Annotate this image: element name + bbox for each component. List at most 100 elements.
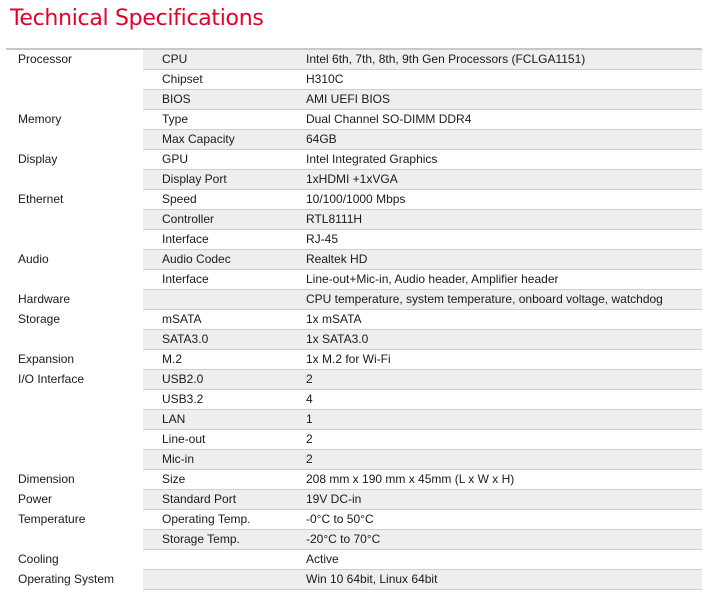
row-band [143, 510, 702, 530]
row-band [143, 70, 702, 90]
spec-value: RTL8111H [306, 212, 363, 226]
spec-item: USB3.2 [162, 392, 204, 406]
spec-value: Active [306, 552, 339, 566]
row-band [143, 430, 702, 450]
table-row: Chipset H310C [6, 70, 702, 90]
spec-item: SATA3.0 [162, 332, 209, 346]
spec-category: Temperature [18, 512, 86, 526]
spec-category: Memory [18, 112, 62, 126]
spec-category: Processor [18, 52, 73, 66]
spec-item: Line-out [162, 432, 206, 446]
spec-value: Line-out+Mic-in, Audio header, Amplifier… [306, 272, 559, 286]
spec-item: Audio Codec [162, 252, 231, 266]
spec-category: Operating System [18, 572, 115, 586]
spec-category: Power [18, 492, 53, 506]
spec-item: CPU [162, 52, 188, 66]
table-row: Max Capacity 64GB [6, 130, 702, 150]
spec-category: Ethernet [18, 192, 64, 206]
row-band [143, 410, 702, 430]
table-row: Ethernet Speed 10/100/1000 Mbps [6, 190, 702, 210]
table-row: I/O Interface USB2.0 2 [6, 370, 702, 390]
row-band [143, 110, 702, 130]
header-divider [6, 48, 702, 50]
spec-value: Win 10 64bit, Linux 64bit [306, 572, 438, 586]
row-band [143, 290, 702, 310]
spec-value: Intel 6th, 7th, 8th, 9th Gen Processors … [306, 52, 586, 66]
table-row: USB3.2 4 [6, 390, 702, 410]
table-row: BIOS AMI UEFI BIOS [6, 90, 702, 110]
row-band [143, 550, 702, 570]
table-row: Display GPU Intel Integrated Graphics [6, 150, 702, 170]
table-row: Cooling Active [6, 550, 702, 570]
spec-item: Display Port [162, 172, 227, 186]
table-row: SATA3.0 1x SATA3.0 [6, 330, 702, 350]
row-band [143, 150, 702, 170]
spec-item: Mic-in [162, 452, 194, 466]
table-row: Memory Type Dual Channel SO-DIMM DDR4 [6, 110, 702, 130]
table-row: Interface Line-out+Mic-in, Audio header, … [6, 270, 702, 290]
table-row: Interface RJ-45 [6, 230, 702, 250]
spec-value: 64GB [306, 132, 337, 146]
row-band [143, 90, 702, 110]
row-band [143, 190, 702, 210]
spec-item: mSATA [162, 312, 202, 326]
spec-item: Controller [162, 212, 215, 226]
table-row: Temperature Operating Temp. -0°C to 50°C [6, 510, 702, 530]
spec-item: Type [162, 112, 189, 126]
row-band [143, 130, 702, 150]
spec-item: Standard Port [162, 492, 237, 506]
page-title: Technical Specifications [10, 6, 264, 31]
spec-category: Display [18, 152, 58, 166]
spec-item: Size [162, 472, 186, 486]
row-band [143, 570, 702, 590]
spec-item: BIOS [162, 92, 191, 106]
spec-item: Operating Temp. [162, 512, 251, 526]
table-row: Operating System Win 10 64bit, Linux 64bi… [6, 570, 702, 590]
spec-category: Dimension [18, 472, 75, 486]
spec-category: I/O Interface [18, 372, 85, 386]
row-band [143, 390, 702, 410]
spec-table: Processor CPU Intel 6th, 7th, 8th, 9th Gen… [6, 50, 702, 590]
table-row: LAN 1 [6, 410, 702, 430]
spec-value: 1x M.2 for Wi-Fi [306, 352, 391, 366]
row-band [143, 370, 702, 390]
table-row: Audio Audio Codec Realtek HD [6, 250, 702, 270]
spec-value: Realtek HD [306, 252, 368, 266]
table-row: Mic-in 2 [6, 450, 702, 470]
table-row: Display Port 1xHDMI +1xVGA [6, 170, 702, 190]
row-band [143, 230, 702, 250]
table-row: Storage mSATA 1x mSATA [6, 310, 702, 330]
table-row: Expansion M.2 1x M.2 for Wi-Fi [6, 350, 702, 370]
table-row: Power Standard Port 19V DC-in [6, 490, 702, 510]
table-row: Dimension Size 208 mm x 190 mm x 45mm (L x… [6, 470, 702, 490]
row-band [143, 50, 702, 70]
row-band [143, 250, 702, 270]
row-band [143, 210, 702, 230]
table-row: Line-out 2 [6, 430, 702, 450]
row-band [143, 450, 702, 470]
spec-item: Storage Temp. [162, 532, 240, 546]
spec-value: 1x SATA3.0 [306, 332, 369, 346]
spec-category: Cooling [18, 552, 59, 566]
spec-item: M.2 [162, 352, 183, 366]
spec-value: Intel Integrated Graphics [306, 152, 438, 166]
table-row: Storage Temp. -20°C to 70°C [6, 530, 702, 550]
row-band [143, 490, 702, 510]
spec-value: CPU temperature, system temperature, onb… [306, 292, 663, 306]
spec-value: 2 [306, 372, 313, 386]
spec-value: 4 [306, 392, 313, 406]
spec-category: Storage [18, 312, 61, 326]
spec-value: H310C [306, 72, 344, 86]
spec-item: Interface [162, 272, 209, 286]
spec-value: RJ-45 [306, 232, 339, 246]
spec-category: Hardware [18, 292, 71, 306]
spec-value: 1x mSATA [306, 312, 362, 326]
spec-category: Audio [18, 252, 49, 266]
spec-category: Expansion [18, 352, 75, 366]
spec-value: -0°C to 50°C [306, 512, 374, 526]
row-band [143, 350, 702, 370]
spec-item: GPU [162, 152, 189, 166]
spec-value: 2 [306, 432, 313, 446]
spec-value: 1 [306, 412, 313, 426]
spec-item: LAN [162, 412, 186, 426]
